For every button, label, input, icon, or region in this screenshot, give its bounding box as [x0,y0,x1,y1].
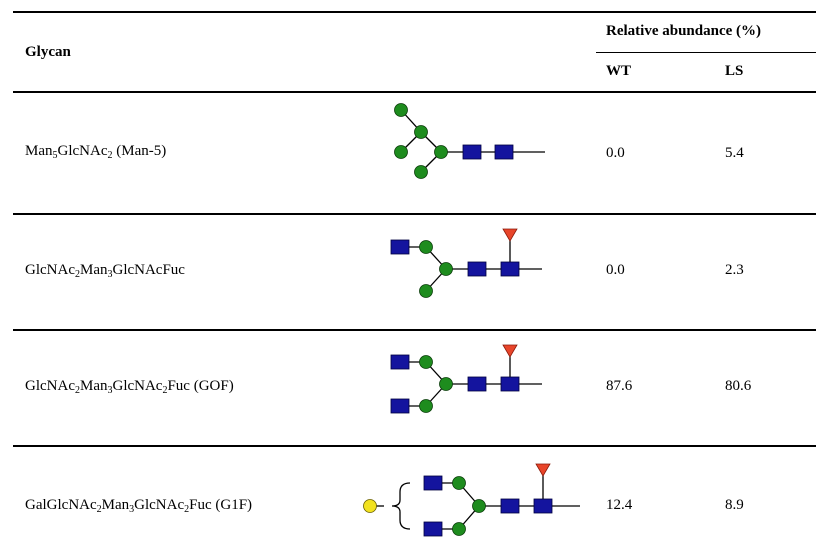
table-top-rule [13,11,816,13]
man5-glycan-structure [394,103,545,179]
g0f-glycan-structure [390,344,542,414]
row-divider [13,445,816,447]
glycan-name: GalGlcNAc2Man3GlcNAc2Fuc (G1F) [25,497,253,515]
header-bottom-rule [13,91,816,93]
column-header-relative-abundance: Relative abundance (%) [606,23,761,39]
glcnac2man3glcnacfuc-glycan-structure [390,228,542,298]
glycan-name: GlcNAc2Man3GlcNAc2Fuc (GOF) [25,378,234,396]
wt-value: 0.0 [606,145,625,161]
ls-value: 8.9 [725,497,744,513]
column-header-wt: WT [606,63,632,79]
glycan-name: GlcNAc2Man3GlcNAcFuc [25,262,185,280]
g1f-glycan-structure [363,463,580,537]
ls-value: 80.6 [725,378,752,394]
wt-value: 0.0 [606,262,625,278]
wt-value: 87.6 [606,378,633,394]
header-subrule [596,52,816,53]
row-divider [13,329,816,331]
ls-value: 2.3 [725,262,744,278]
ls-value: 5.4 [725,145,744,161]
glycan-name: Man5GlcNAc2 (Man-5) [25,143,167,161]
wt-value: 12.4 [606,497,633,513]
row-divider [13,213,816,215]
column-header-glycan: Glycan [25,44,71,60]
column-header-ls: LS [725,63,744,79]
